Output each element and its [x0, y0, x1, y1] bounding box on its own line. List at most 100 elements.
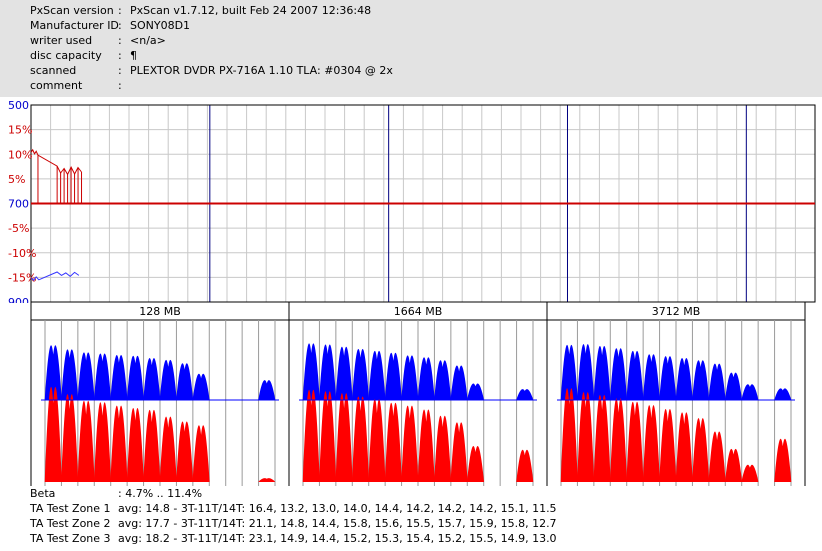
ta-zone-value: avg: 18.2 - 3T-11T/14T: 23.1, 14.9, 14.4…	[118, 532, 557, 545]
header-colon: :	[118, 64, 122, 77]
pit-peak	[143, 409, 161, 482]
ta-zone-value: avg: 17.7 - 3T-11T/14T: 21.1, 14.8, 14.4…	[118, 517, 557, 530]
pit-peak	[516, 449, 534, 482]
land-peak	[516, 389, 534, 400]
land-peak	[466, 383, 485, 400]
pit-peak	[741, 464, 759, 482]
header-key: disc capacity	[30, 49, 102, 62]
y-tick-label: 500	[8, 99, 29, 112]
land-peak	[434, 360, 452, 400]
land-peak	[675, 358, 693, 400]
pit-peak	[335, 393, 353, 482]
pit-peak	[77, 400, 95, 482]
land-peak	[258, 380, 276, 400]
land-peak	[176, 363, 194, 400]
ta-zone-key: TA Test Zone 2	[30, 517, 111, 530]
pit-peak	[593, 395, 611, 482]
pit-peak	[258, 478, 276, 482]
pit-peak	[44, 386, 62, 482]
pit-peak	[642, 405, 660, 482]
land-peak	[450, 365, 468, 400]
ta-zone-label: 1664 MB	[394, 305, 443, 318]
pit-peak	[126, 408, 144, 482]
land-peak	[110, 355, 128, 400]
land-peak	[774, 388, 792, 400]
land-peak	[708, 363, 726, 400]
header-key: Manufacturer ID	[30, 19, 119, 32]
pit-peak	[675, 412, 693, 482]
pit-peak	[417, 409, 435, 482]
y-tick-label: 900	[8, 296, 29, 303]
pit-peak	[692, 418, 710, 482]
land-peak	[560, 344, 578, 400]
header-colon: :	[118, 19, 122, 32]
asymmetry-series-line	[30, 271, 80, 282]
land-peak	[417, 357, 435, 400]
header-key: writer used	[30, 34, 93, 47]
ta-summary: Beta : 4.7% .. 11.4% TA Test Zone 1 avg:…	[0, 486, 822, 551]
land-peak	[384, 352, 402, 400]
ta-zone-label: 128 MB	[139, 305, 181, 318]
pit-peak	[93, 402, 112, 482]
beta-value: : 4.7% .. 11.4%	[118, 487, 203, 500]
land-peak	[159, 359, 177, 400]
header-colon: :	[118, 79, 122, 92]
land-peak	[351, 349, 370, 400]
pit-peak	[351, 396, 370, 482]
land-peak	[741, 384, 759, 400]
land-peak	[626, 350, 644, 400]
y-tick-label: 15%	[8, 124, 32, 137]
scan-info-header: PxScan version : PxScan v1.7.12, built F…	[0, 0, 822, 97]
pit-peak	[450, 422, 468, 482]
pit-peak	[434, 415, 452, 482]
pit-peak	[708, 431, 726, 482]
land-peak	[93, 353, 112, 400]
header-value: ¶	[130, 49, 137, 62]
pit-peak	[368, 398, 386, 482]
land-peak	[319, 344, 337, 400]
ta-zone-key: TA Test Zone 1	[30, 502, 111, 515]
beta-key: Beta	[30, 487, 56, 500]
header-key: PxScan version	[30, 4, 114, 17]
land-peak	[401, 355, 419, 400]
land-peak	[61, 349, 79, 400]
pit-peak	[110, 405, 128, 482]
land-peak	[692, 360, 710, 400]
ta-zone-value: avg: 14.8 - 3T-11T/14T: 16.4, 13.2, 13.0…	[118, 502, 557, 515]
jitter-asymmetry-chart: 500 15% 10% 5% 700 -5% -10% -15% 900	[8, 99, 816, 303]
header-colon: :	[118, 34, 122, 47]
land-peak	[44, 345, 62, 400]
y-tick-label: 5%	[8, 173, 25, 186]
pit-peak	[560, 388, 578, 482]
y-tick-label: -15%	[8, 271, 36, 284]
header-colon: :	[118, 4, 122, 17]
y-tick-label: -5%	[8, 222, 29, 235]
land-peak	[724, 372, 743, 400]
pit-peak	[159, 416, 177, 482]
pit-peak	[302, 389, 320, 482]
ta-zone-label: 3712 MB	[652, 305, 701, 318]
pit-peak	[384, 402, 402, 482]
y-tick-label: 10%	[8, 148, 32, 161]
pit-peak	[659, 408, 677, 482]
pit-peak	[626, 401, 644, 482]
pit-peak	[724, 448, 743, 482]
land-peak	[593, 346, 611, 400]
pit-peak	[176, 421, 194, 482]
pit-peak	[774, 438, 792, 482]
pit-peak	[401, 405, 419, 482]
ta-distribution-chart: 128 MB 1664 MB 3712 MB	[30, 301, 806, 486]
header-value: PLEXTOR DVDR PX-716A 1.10 TLA: #0304 @ 2…	[130, 64, 393, 77]
land-peak	[642, 354, 660, 400]
y-tick-label: -10%	[8, 247, 36, 260]
header-value: SONY08D1	[130, 19, 191, 32]
header-value: <n/a>	[130, 34, 166, 47]
land-peak	[302, 343, 320, 400]
header-colon: :	[118, 49, 122, 62]
land-peak	[659, 356, 677, 400]
land-peak	[77, 352, 95, 400]
y-tick-label: 700	[8, 198, 29, 211]
header-key: scanned	[30, 64, 77, 77]
pit-peak	[192, 425, 210, 482]
pit-peak	[577, 392, 595, 482]
